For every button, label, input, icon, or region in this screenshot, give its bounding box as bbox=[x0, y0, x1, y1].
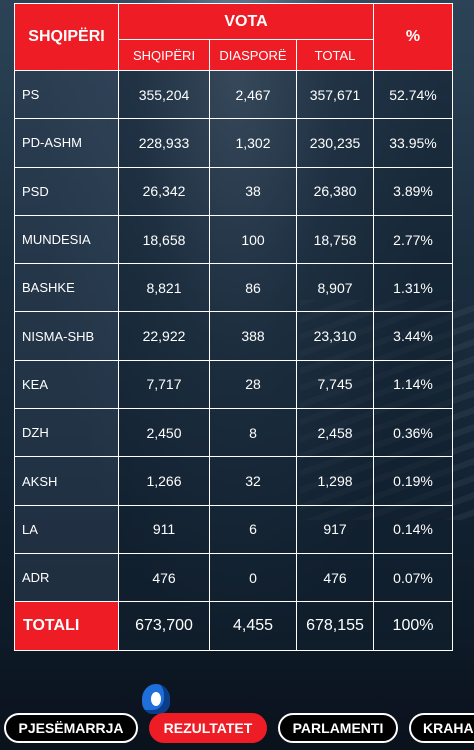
header-diaspora: DIASPORË bbox=[209, 39, 297, 71]
table-row: KEA 7,717 28 7,745 1.14% bbox=[14, 359, 454, 410]
party-name: LA bbox=[14, 504, 119, 554]
vote-percent: 0.07% bbox=[373, 552, 454, 603]
totals-percent: 100% bbox=[373, 601, 454, 652]
party-name: DZH bbox=[14, 408, 119, 458]
header-total: TOTAL bbox=[295, 39, 375, 71]
tab-parlamenti[interactable]: PARLAMENTI bbox=[278, 713, 398, 743]
results-table: SHQIPËRI VOTA % SHQIPËRI DIASPORË TOTAL … bbox=[14, 3, 454, 652]
vote-percent: 33.95% bbox=[373, 118, 454, 168]
party-name: PD-ASHM bbox=[14, 118, 119, 168]
vote-percent: 1.14% bbox=[373, 359, 454, 410]
votes-albania: 911 bbox=[118, 504, 210, 554]
votes-total: 2,458 bbox=[295, 408, 375, 458]
votes-total: 8,907 bbox=[295, 263, 375, 313]
votes-diaspora: 8 bbox=[209, 408, 297, 458]
party-name: AKSH bbox=[14, 456, 119, 506]
votes-albania: 228,933 bbox=[118, 118, 210, 168]
logo-highlight bbox=[151, 692, 161, 706]
votes-albania: 355,204 bbox=[118, 69, 210, 120]
votes-diaspora: 100 bbox=[209, 214, 297, 265]
vote-percent: 2.77% bbox=[373, 214, 454, 265]
table-row: ADR 476 0 476 0.07% bbox=[14, 552, 454, 603]
header-vota: VOTA bbox=[117, 3, 375, 40]
party-name: ADR bbox=[14, 552, 119, 603]
table-row: LA 911 6 917 0.14% bbox=[14, 504, 454, 554]
totals-total: 678,155 bbox=[295, 601, 375, 652]
votes-total: 23,310 bbox=[295, 311, 375, 361]
votes-diaspora: 2,467 bbox=[209, 69, 297, 120]
votes-total: 26,380 bbox=[295, 166, 375, 216]
party-name: NISMA-SHB bbox=[14, 311, 119, 361]
table-row: PS 355,204 2,467 357,671 52.74% bbox=[14, 69, 454, 120]
table-row: BASHKE 8,821 86 8,907 1.31% bbox=[14, 263, 454, 313]
table-row: NISMA-SHB 22,922 388 23,310 3.44% bbox=[14, 311, 454, 361]
table-row: DZH 2,450 8 2,458 0.36% bbox=[14, 408, 454, 458]
votes-total: 7,745 bbox=[295, 359, 375, 410]
table-row: PSD 26,342 38 26,380 3.89% bbox=[14, 166, 454, 216]
totals-label: TOTALI bbox=[14, 601, 119, 652]
votes-diaspora: 388 bbox=[209, 311, 297, 361]
tab-kraha[interactable]: KRAHA bbox=[409, 713, 474, 743]
vote-percent: 3.44% bbox=[373, 311, 454, 361]
votes-diaspora: 1,302 bbox=[209, 118, 297, 168]
votes-diaspora: 38 bbox=[209, 166, 297, 216]
votes-albania: 18,658 bbox=[118, 214, 210, 265]
votes-albania: 8,821 bbox=[118, 263, 210, 313]
votes-total: 917 bbox=[295, 504, 375, 554]
table-row: AKSH 1,266 32 1,298 0.19% bbox=[14, 456, 454, 506]
party-name: MUNDESIA bbox=[14, 214, 119, 265]
votes-albania: 22,922 bbox=[118, 311, 210, 361]
bottom-tab-bar: PJESËMARRJA REZULTATET PARLAMENTI KRAHA bbox=[0, 713, 474, 747]
votes-diaspora: 32 bbox=[209, 456, 297, 506]
votes-albania: 2,450 bbox=[118, 408, 210, 458]
votes-total: 357,671 bbox=[295, 69, 375, 120]
vote-percent: 0.19% bbox=[373, 456, 454, 506]
vote-percent: 1.31% bbox=[373, 263, 454, 313]
totals-row: TOTALI 673,700 4,455 678,155 100% bbox=[14, 601, 454, 652]
votes-diaspora: 6 bbox=[209, 504, 297, 554]
table-row: MUNDESIA 18,658 100 18,758 2.77% bbox=[14, 214, 454, 265]
votes-albania: 7,717 bbox=[118, 359, 210, 410]
votes-total: 476 bbox=[295, 552, 375, 603]
header-percent: % bbox=[373, 3, 454, 71]
totals-diaspora: 4,455 bbox=[209, 601, 297, 652]
tab-pjesemarrja[interactable]: PJESËMARRJA bbox=[4, 713, 138, 743]
header-albania: SHQIPËRI bbox=[118, 39, 210, 71]
votes-diaspora: 0 bbox=[209, 552, 297, 603]
totals-albania: 673,700 bbox=[118, 601, 210, 652]
party-name: BASHKE bbox=[14, 263, 119, 313]
tab-rezultatet[interactable]: REZULTATET bbox=[149, 713, 267, 743]
votes-diaspora: 28 bbox=[209, 359, 297, 410]
votes-albania: 1,266 bbox=[118, 456, 210, 506]
vote-percent: 0.14% bbox=[373, 504, 454, 554]
vote-percent: 52.74% bbox=[373, 69, 454, 120]
vote-percent: 0.36% bbox=[373, 408, 454, 458]
blue-drop-logo-icon bbox=[142, 684, 170, 714]
votes-albania: 26,342 bbox=[118, 166, 210, 216]
votes-diaspora: 86 bbox=[209, 263, 297, 313]
party-name: PS bbox=[14, 69, 119, 120]
votes-total: 1,298 bbox=[295, 456, 375, 506]
party-name: PSD bbox=[14, 166, 119, 216]
votes-total: 230,235 bbox=[295, 118, 375, 168]
votes-total: 18,758 bbox=[295, 214, 375, 265]
party-name: KEA bbox=[14, 359, 119, 410]
table-row: PD-ASHM 228,933 1,302 230,235 33.95% bbox=[14, 118, 454, 168]
header-region: SHQIPËRI bbox=[14, 3, 119, 71]
votes-albania: 476 bbox=[118, 552, 210, 603]
vote-percent: 3.89% bbox=[373, 166, 454, 216]
